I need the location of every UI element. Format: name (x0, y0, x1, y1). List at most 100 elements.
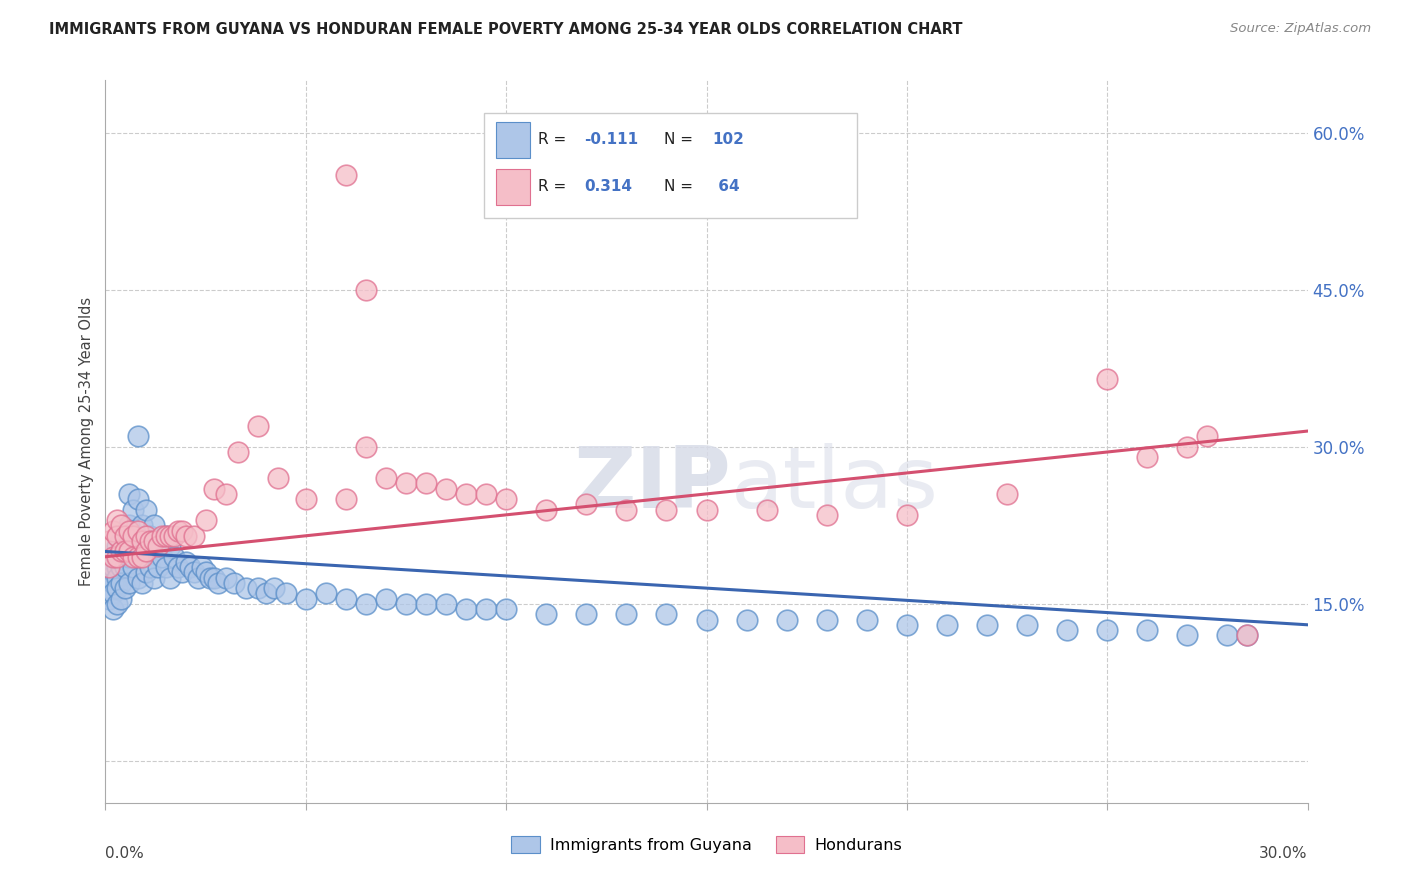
Point (155, 529, 177, 543)
Point (114, 560, 136, 574)
Point (122, 529, 145, 543)
Point (98, 581, 121, 595)
Point (162, 549, 184, 564)
Point (434, 597, 457, 611)
Point (118, 487, 141, 501)
Point (135, 534, 157, 549)
Point (110, 518, 132, 533)
Point (1177, 628, 1199, 642)
Point (110, 544, 132, 558)
Text: 30.0%: 30.0% (1260, 847, 1308, 861)
Point (226, 445, 249, 459)
Point (456, 602, 478, 616)
Point (107, 539, 129, 553)
Point (118, 575, 141, 590)
Point (107, 529, 129, 543)
Point (214, 487, 236, 501)
Text: R =: R = (538, 179, 571, 194)
Point (127, 524, 149, 538)
Point (354, 597, 377, 611)
Point (159, 529, 181, 543)
Point (150, 529, 173, 543)
Point (190, 560, 212, 574)
Point (655, 607, 678, 622)
Point (1216, 628, 1239, 642)
Point (162, 529, 184, 543)
Point (335, 591, 357, 606)
Point (98, 591, 121, 606)
Point (1097, 372, 1119, 386)
Point (202, 571, 225, 585)
Point (142, 534, 165, 549)
Point (118, 544, 141, 558)
Point (354, 440, 377, 454)
Point (995, 487, 1018, 501)
Point (1177, 440, 1199, 454)
Point (815, 613, 838, 627)
Text: 102: 102 (713, 132, 744, 147)
Point (150, 549, 173, 564)
FancyBboxPatch shape (496, 122, 530, 158)
Point (335, 492, 357, 507)
Point (118, 518, 141, 533)
Point (354, 283, 377, 297)
Point (198, 571, 221, 585)
Point (415, 597, 437, 611)
Point (735, 613, 758, 627)
Point (114, 544, 136, 558)
Point (207, 575, 229, 590)
Point (131, 534, 153, 549)
Point (107, 581, 129, 595)
Point (131, 575, 153, 590)
Point (696, 613, 718, 627)
Point (475, 487, 498, 501)
Point (103, 549, 125, 564)
Point (118, 549, 141, 564)
Point (107, 549, 129, 564)
Point (131, 549, 153, 564)
Point (103, 524, 125, 538)
Point (1236, 628, 1258, 642)
Point (434, 482, 457, 496)
Point (1136, 450, 1159, 465)
Point (896, 508, 918, 522)
Point (776, 613, 799, 627)
Point (1056, 623, 1078, 637)
Point (267, 471, 290, 485)
Point (110, 560, 132, 574)
Text: -0.111: -0.111 (583, 132, 638, 147)
Point (135, 544, 157, 558)
Point (1197, 429, 1219, 443)
Point (375, 471, 398, 485)
Point (142, 518, 165, 533)
Point (155, 560, 177, 574)
Point (755, 502, 778, 516)
Point (146, 539, 169, 553)
Point (976, 617, 998, 632)
Point (495, 492, 517, 507)
Text: 0.0%: 0.0% (105, 847, 145, 861)
Point (107, 560, 129, 574)
Point (135, 566, 157, 580)
Text: N =: N = (665, 179, 699, 194)
Point (110, 575, 132, 590)
Point (142, 571, 165, 585)
Point (142, 539, 165, 553)
Text: Source: ZipAtlas.com: Source: ZipAtlas.com (1230, 22, 1371, 36)
Point (495, 602, 517, 616)
Point (103, 549, 125, 564)
Point (138, 529, 160, 543)
Point (127, 492, 149, 507)
Point (415, 476, 437, 491)
Point (896, 617, 918, 632)
Point (183, 566, 205, 580)
Point (138, 534, 160, 549)
Point (135, 502, 157, 516)
Point (855, 613, 877, 627)
Point (295, 492, 318, 507)
Text: 0.314: 0.314 (583, 179, 631, 194)
Point (395, 476, 418, 491)
Point (456, 487, 478, 501)
Text: 64: 64 (713, 179, 740, 194)
Point (122, 560, 145, 574)
